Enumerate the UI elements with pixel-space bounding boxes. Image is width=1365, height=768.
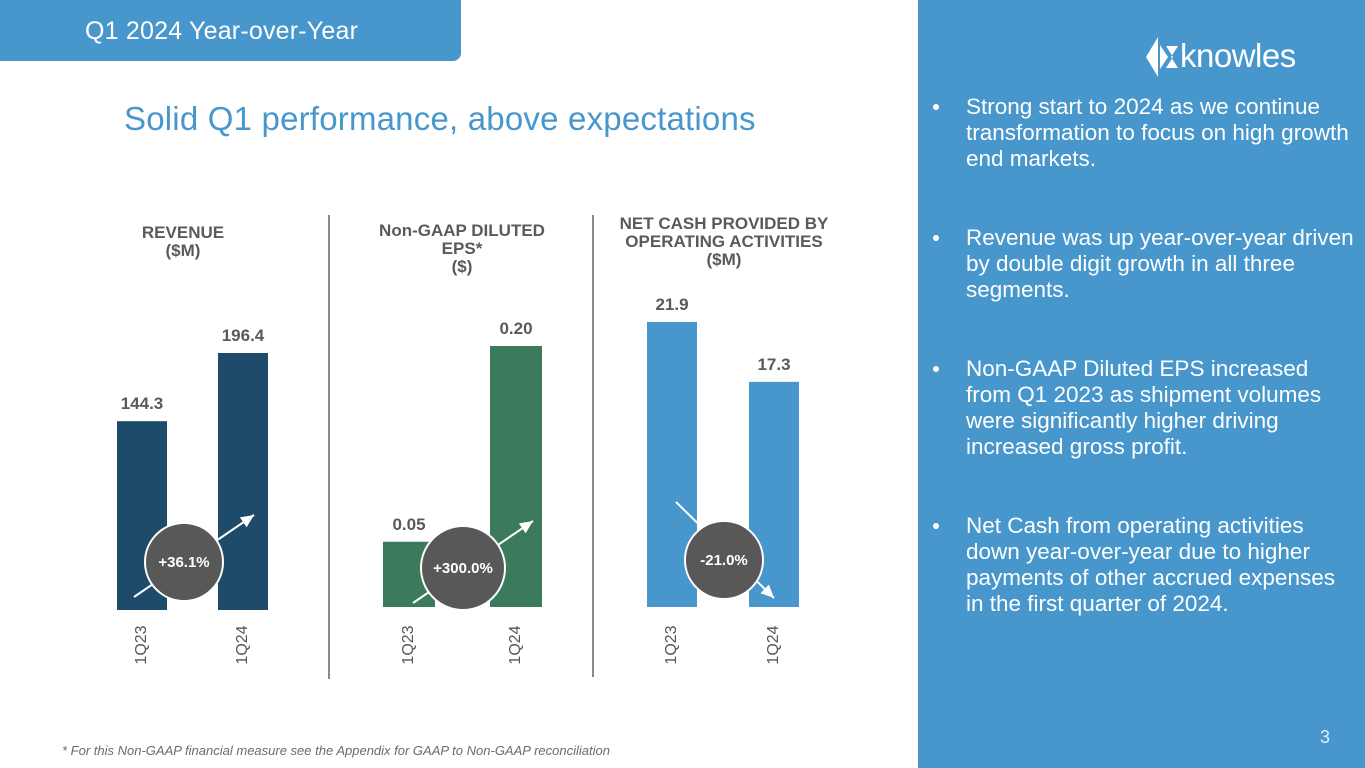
- cash-chart-heading: NET CASH PROVIDED BY OPERATING ACTIVITIE…: [604, 215, 844, 269]
- bullet-text: Net Cash from operating activities down …: [966, 513, 1335, 616]
- category-label: 1Q23: [400, 625, 417, 664]
- bullet-text: Non-GAAP Diluted EPS increased from Q1 2…: [966, 356, 1322, 459]
- footnote: * For this Non-GAAP financial measure se…: [62, 743, 610, 758]
- change-percent-label: -21.0%: [700, 552, 748, 569]
- bar-1q24: [218, 353, 268, 610]
- heading-line: OPERATING ACTIVITIES: [625, 232, 823, 251]
- heading-line: Non-GAAP DILUTED: [379, 221, 545, 240]
- bullet-item: Net Cash from operating activities down …: [930, 513, 1355, 617]
- chart-divider: [592, 215, 594, 677]
- chart-divider: [328, 215, 330, 679]
- revenue-chart-heading: REVENUE ($M): [113, 224, 253, 260]
- bullet-dot-icon: [933, 104, 939, 110]
- change-bubble: [420, 525, 506, 611]
- data-label: 144.3: [121, 394, 164, 413]
- category-label: 1Q23: [663, 625, 680, 664]
- category-label: 1Q24: [507, 625, 524, 664]
- arrow-down-right-icon: [760, 584, 774, 598]
- arrow-up-right-icon: [518, 521, 533, 534]
- bullet-item: Strong start to 2024 as we continue tran…: [930, 94, 1355, 172]
- heading-line: REVENUE: [141, 223, 225, 242]
- bullet-item: Revenue was up year-over-year driven by …: [930, 225, 1355, 303]
- heading-line: EPS*: [441, 239, 483, 258]
- logo-wordmark: knowles: [1180, 37, 1296, 74]
- change-percent-label: +300.0%: [433, 560, 493, 577]
- page-number: 3: [1320, 727, 1331, 747]
- data-label: 0.05: [392, 515, 425, 534]
- slide-title: Solid Q1 performance, above expectations: [124, 100, 756, 137]
- kpi-bar-charts: 144.3 1Q23 196.4 1Q24 +36.1% 0.05 1Q23 0.20 1Q24…: [117, 295, 799, 665]
- company-logo: knowles: [1146, 37, 1321, 77]
- change-bubble: [684, 520, 764, 600]
- commentary-bullets: Strong start to 2024 as we continue tran…: [930, 94, 1355, 670]
- data-label: 196.4: [222, 326, 265, 345]
- eps-chart-heading: Non-GAAP DILUTED EPS* ($): [362, 222, 562, 276]
- arrow-up-right-icon: [239, 515, 254, 528]
- bullet-item: Non-GAAP Diluted EPS increased from Q1 2…: [930, 356, 1355, 460]
- section-tab: Q1 2024 Year-over-Year: [0, 0, 461, 61]
- knowles-k-chevron-icon: [1146, 37, 1178, 77]
- section-tab-title: Q1 2024 Year-over-Year: [85, 17, 359, 45]
- category-label: 1Q24: [765, 625, 782, 664]
- bullet-text: Revenue was up year-over-year driven by …: [966, 225, 1354, 302]
- bullet-dot-icon: [933, 523, 939, 529]
- data-label: 17.3: [757, 355, 790, 374]
- category-label: 1Q24: [234, 625, 251, 664]
- heading-line: ($M): [165, 241, 201, 260]
- data-label: 0.20: [499, 319, 532, 338]
- change-percent-label: +36.1%: [158, 554, 209, 571]
- bullet-dot-icon: [933, 235, 939, 241]
- heading-line: ($): [451, 257, 473, 276]
- bullet-text: Strong start to 2024 as we continue tran…: [966, 94, 1349, 171]
- heading-line: ($M): [706, 250, 742, 269]
- bullet-dot-icon: [933, 366, 939, 372]
- data-label: 21.9: [655, 295, 688, 314]
- category-label: 1Q23: [133, 625, 150, 664]
- change-bubble: [144, 522, 224, 602]
- commentary-panel: [918, 0, 1365, 768]
- heading-line: NET CASH PROVIDED BY: [619, 214, 829, 233]
